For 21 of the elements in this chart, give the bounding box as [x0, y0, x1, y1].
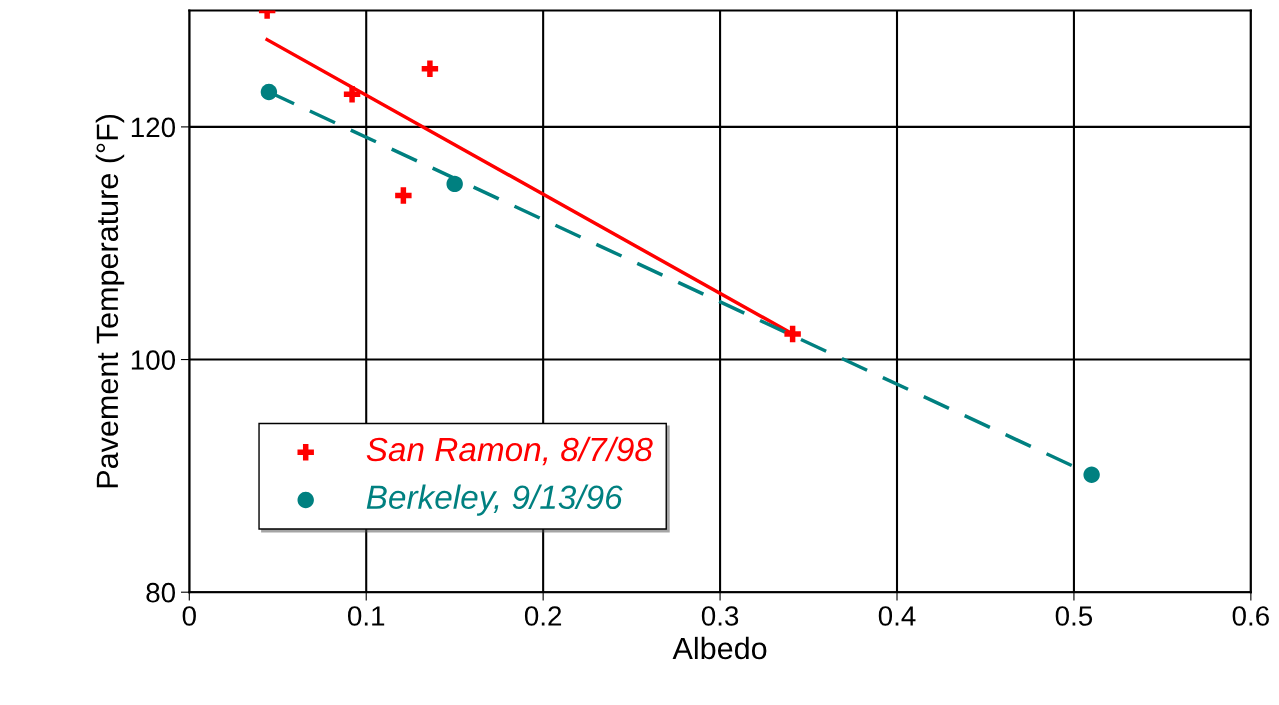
x-tick-label: 0.1 — [348, 606, 385, 626]
x-axis-title: Albedo — [672, 636, 767, 660]
y-tick-label: 100 — [131, 350, 176, 370]
point — [343, 86, 361, 103]
x-tick-label: 0.3 — [701, 606, 739, 626]
point — [260, 83, 278, 101]
point — [421, 60, 439, 77]
legend-label: Berkeley, 9/13/96 — [366, 484, 623, 516]
point — [446, 175, 463, 193]
x-tick-label: 0.2 — [524, 606, 562, 626]
legend-label: San Ramon, 8/7/98 — [366, 436, 653, 466]
point — [1083, 466, 1100, 483]
x-tick-label: 0.6 — [1232, 606, 1269, 626]
x-tick-label: 0.5 — [1055, 606, 1093, 626]
x-tick-label: 0 — [182, 606, 196, 626]
point — [395, 187, 412, 204]
x-tick-label: 0.4 — [878, 606, 916, 626]
point — [784, 325, 801, 343]
y-tick-label: 80 — [146, 582, 176, 603]
y-tick-label: 120 — [131, 117, 176, 138]
y-axis-title: Pavement Temperature (°F) — [95, 114, 125, 488]
